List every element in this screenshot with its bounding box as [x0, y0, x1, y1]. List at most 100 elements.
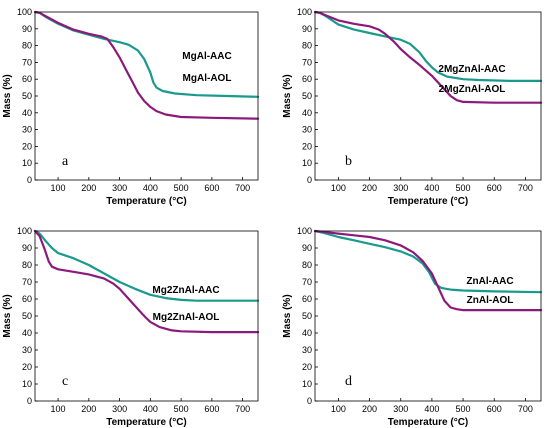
- y-axis-title: Mass (%): [2, 294, 13, 337]
- y-tick-label: 70: [302, 277, 312, 287]
- series-label: 2MgZnAl-AAC: [438, 64, 505, 75]
- x-axis-title: Temperature (°C): [106, 417, 187, 428]
- y-tick-label: 50: [302, 311, 312, 321]
- y-tick-label: 40: [22, 108, 32, 118]
- x-tick-label: 100: [51, 404, 66, 414]
- y-tick-label: 100: [17, 7, 32, 17]
- series-line-ZnAl-AOL: [313, 229, 543, 312]
- series-line-MgAl-AOL: [33, 10, 260, 120]
- y-tick-label: 100: [297, 226, 312, 236]
- x-tick-label: 500: [174, 404, 189, 414]
- y-tick-label: 50: [302, 91, 312, 101]
- x-tick-label: 300: [112, 183, 127, 193]
- y-tick-label: 40: [302, 108, 312, 118]
- x-axis-title: Temperature (°C): [388, 417, 469, 428]
- chart-panel-d: 0 10 20 30 40 50 60 70 80 90 100 100 200 300 400 500 600…: [282, 226, 543, 428]
- y-tick-label: 0: [307, 175, 312, 185]
- x-tick-label: 300: [112, 404, 127, 414]
- y-tick-label: 60: [22, 294, 32, 304]
- x-tick-label: 600: [204, 404, 219, 414]
- y-tick-label: 70: [22, 277, 32, 287]
- chart-panel-a: 0 10 20 30 40 50 60 70 80 90 100 100 200 300 400 500 600…: [2, 7, 260, 207]
- y-tick-label: 20: [22, 141, 32, 151]
- y-tick-label: 50: [22, 311, 32, 321]
- x-tick-label: 600: [204, 183, 219, 193]
- y-tick-label: 40: [22, 328, 32, 338]
- series-line-2MgZnAl-AAC: [313, 10, 543, 83]
- series-line-Mg2ZnAl-AOL: [33, 229, 260, 334]
- series-label: Mg2ZnAl-AAC: [152, 285, 219, 296]
- x-tick-label: 700: [235, 183, 250, 193]
- y-tick-label: 80: [302, 260, 312, 270]
- x-tick-label: 100: [331, 404, 346, 414]
- x-tick-label: 600: [487, 404, 502, 414]
- y-tick-label: 80: [22, 260, 32, 270]
- x-tick-label: 700: [518, 404, 533, 414]
- x-tick-label: 100: [51, 183, 66, 193]
- series-label: ZnAl-AOL: [467, 295, 514, 306]
- series-line-2MgZnAl-AOL: [313, 10, 543, 104]
- y-tick-label: 10: [302, 158, 312, 168]
- y-tick-label: 60: [302, 74, 312, 84]
- series-line-ZnAl-AAC: [313, 229, 543, 294]
- x-tick-label: 600: [487, 183, 502, 193]
- series-label: Mg2ZnAl-AOL: [153, 312, 220, 323]
- y-tick-label: 100: [297, 7, 312, 17]
- x-tick-label: 200: [81, 404, 96, 414]
- y-tick-label: 10: [22, 158, 32, 168]
- y-tick-label: 10: [302, 379, 312, 389]
- y-tick-label: 30: [302, 345, 312, 355]
- y-tick-label: 20: [22, 362, 32, 372]
- x-tick-label: 400: [424, 183, 439, 193]
- y-tick-label: 90: [22, 24, 32, 34]
- y-tick-label: 30: [302, 125, 312, 135]
- panel-letter: c: [62, 374, 68, 389]
- x-tick-label: 200: [362, 404, 377, 414]
- x-tick-label: 700: [518, 183, 533, 193]
- x-tick-label: 300: [393, 404, 408, 414]
- y-tick-label: 60: [22, 74, 32, 84]
- x-axis-title: Temperature (°C): [388, 196, 469, 207]
- x-axis-title: Temperature (°C): [106, 196, 187, 207]
- y-tick-label: 70: [302, 57, 312, 67]
- x-tick-label: 400: [143, 404, 158, 414]
- x-tick-label: 500: [456, 404, 471, 414]
- x-tick-label: 500: [456, 183, 471, 193]
- panel-letter: d: [345, 374, 352, 389]
- y-axis-title: Mass (%): [282, 294, 293, 337]
- y-tick-label: 30: [22, 345, 32, 355]
- y-tick-label: 60: [302, 294, 312, 304]
- x-tick-label: 300: [393, 183, 408, 193]
- x-tick-label: 400: [424, 404, 439, 414]
- y-tick-label: 90: [302, 243, 312, 253]
- y-tick-label: 80: [302, 41, 312, 51]
- x-tick-label: 500: [174, 183, 189, 193]
- x-tick-label: 700: [235, 404, 250, 414]
- y-tick-label: 10: [22, 379, 32, 389]
- x-tick-label: 200: [362, 183, 377, 193]
- y-tick-label: 30: [22, 125, 32, 135]
- y-tick-label: 90: [302, 24, 312, 34]
- y-tick-label: 0: [307, 396, 312, 406]
- chart-panel-b: 0 10 20 30 40 50 60 70 80 90 100 100 200 300 400 500 600…: [282, 7, 543, 207]
- series-line-Mg2ZnAl-AAC: [33, 229, 260, 302]
- x-tick-label: 100: [331, 183, 346, 193]
- y-tick-label: 40: [302, 328, 312, 338]
- series-label: ZnAl-AAC: [466, 276, 513, 287]
- y-axis-title: Mass (%): [282, 74, 293, 117]
- series-label: 2MgZnAl-AOL: [439, 84, 506, 95]
- chart-panel-c: 0 10 20 30 40 50 60 70 80 90 100 100 200 300 400 500 600…: [2, 226, 260, 428]
- y-tick-label: 80: [22, 41, 32, 51]
- panel-letter: a: [62, 154, 69, 169]
- y-tick-label: 90: [22, 243, 32, 253]
- y-axis-title: Mass (%): [2, 74, 13, 117]
- y-tick-label: 20: [302, 141, 312, 151]
- y-tick-label: 70: [22, 57, 32, 67]
- panel-letter: b: [345, 154, 352, 169]
- x-tick-label: 200: [81, 183, 96, 193]
- series-label: MgAl-AOL: [183, 73, 232, 84]
- series-label: MgAl-AAC: [182, 51, 231, 62]
- y-tick-label: 50: [22, 91, 32, 101]
- y-tick-label: 100: [17, 226, 32, 236]
